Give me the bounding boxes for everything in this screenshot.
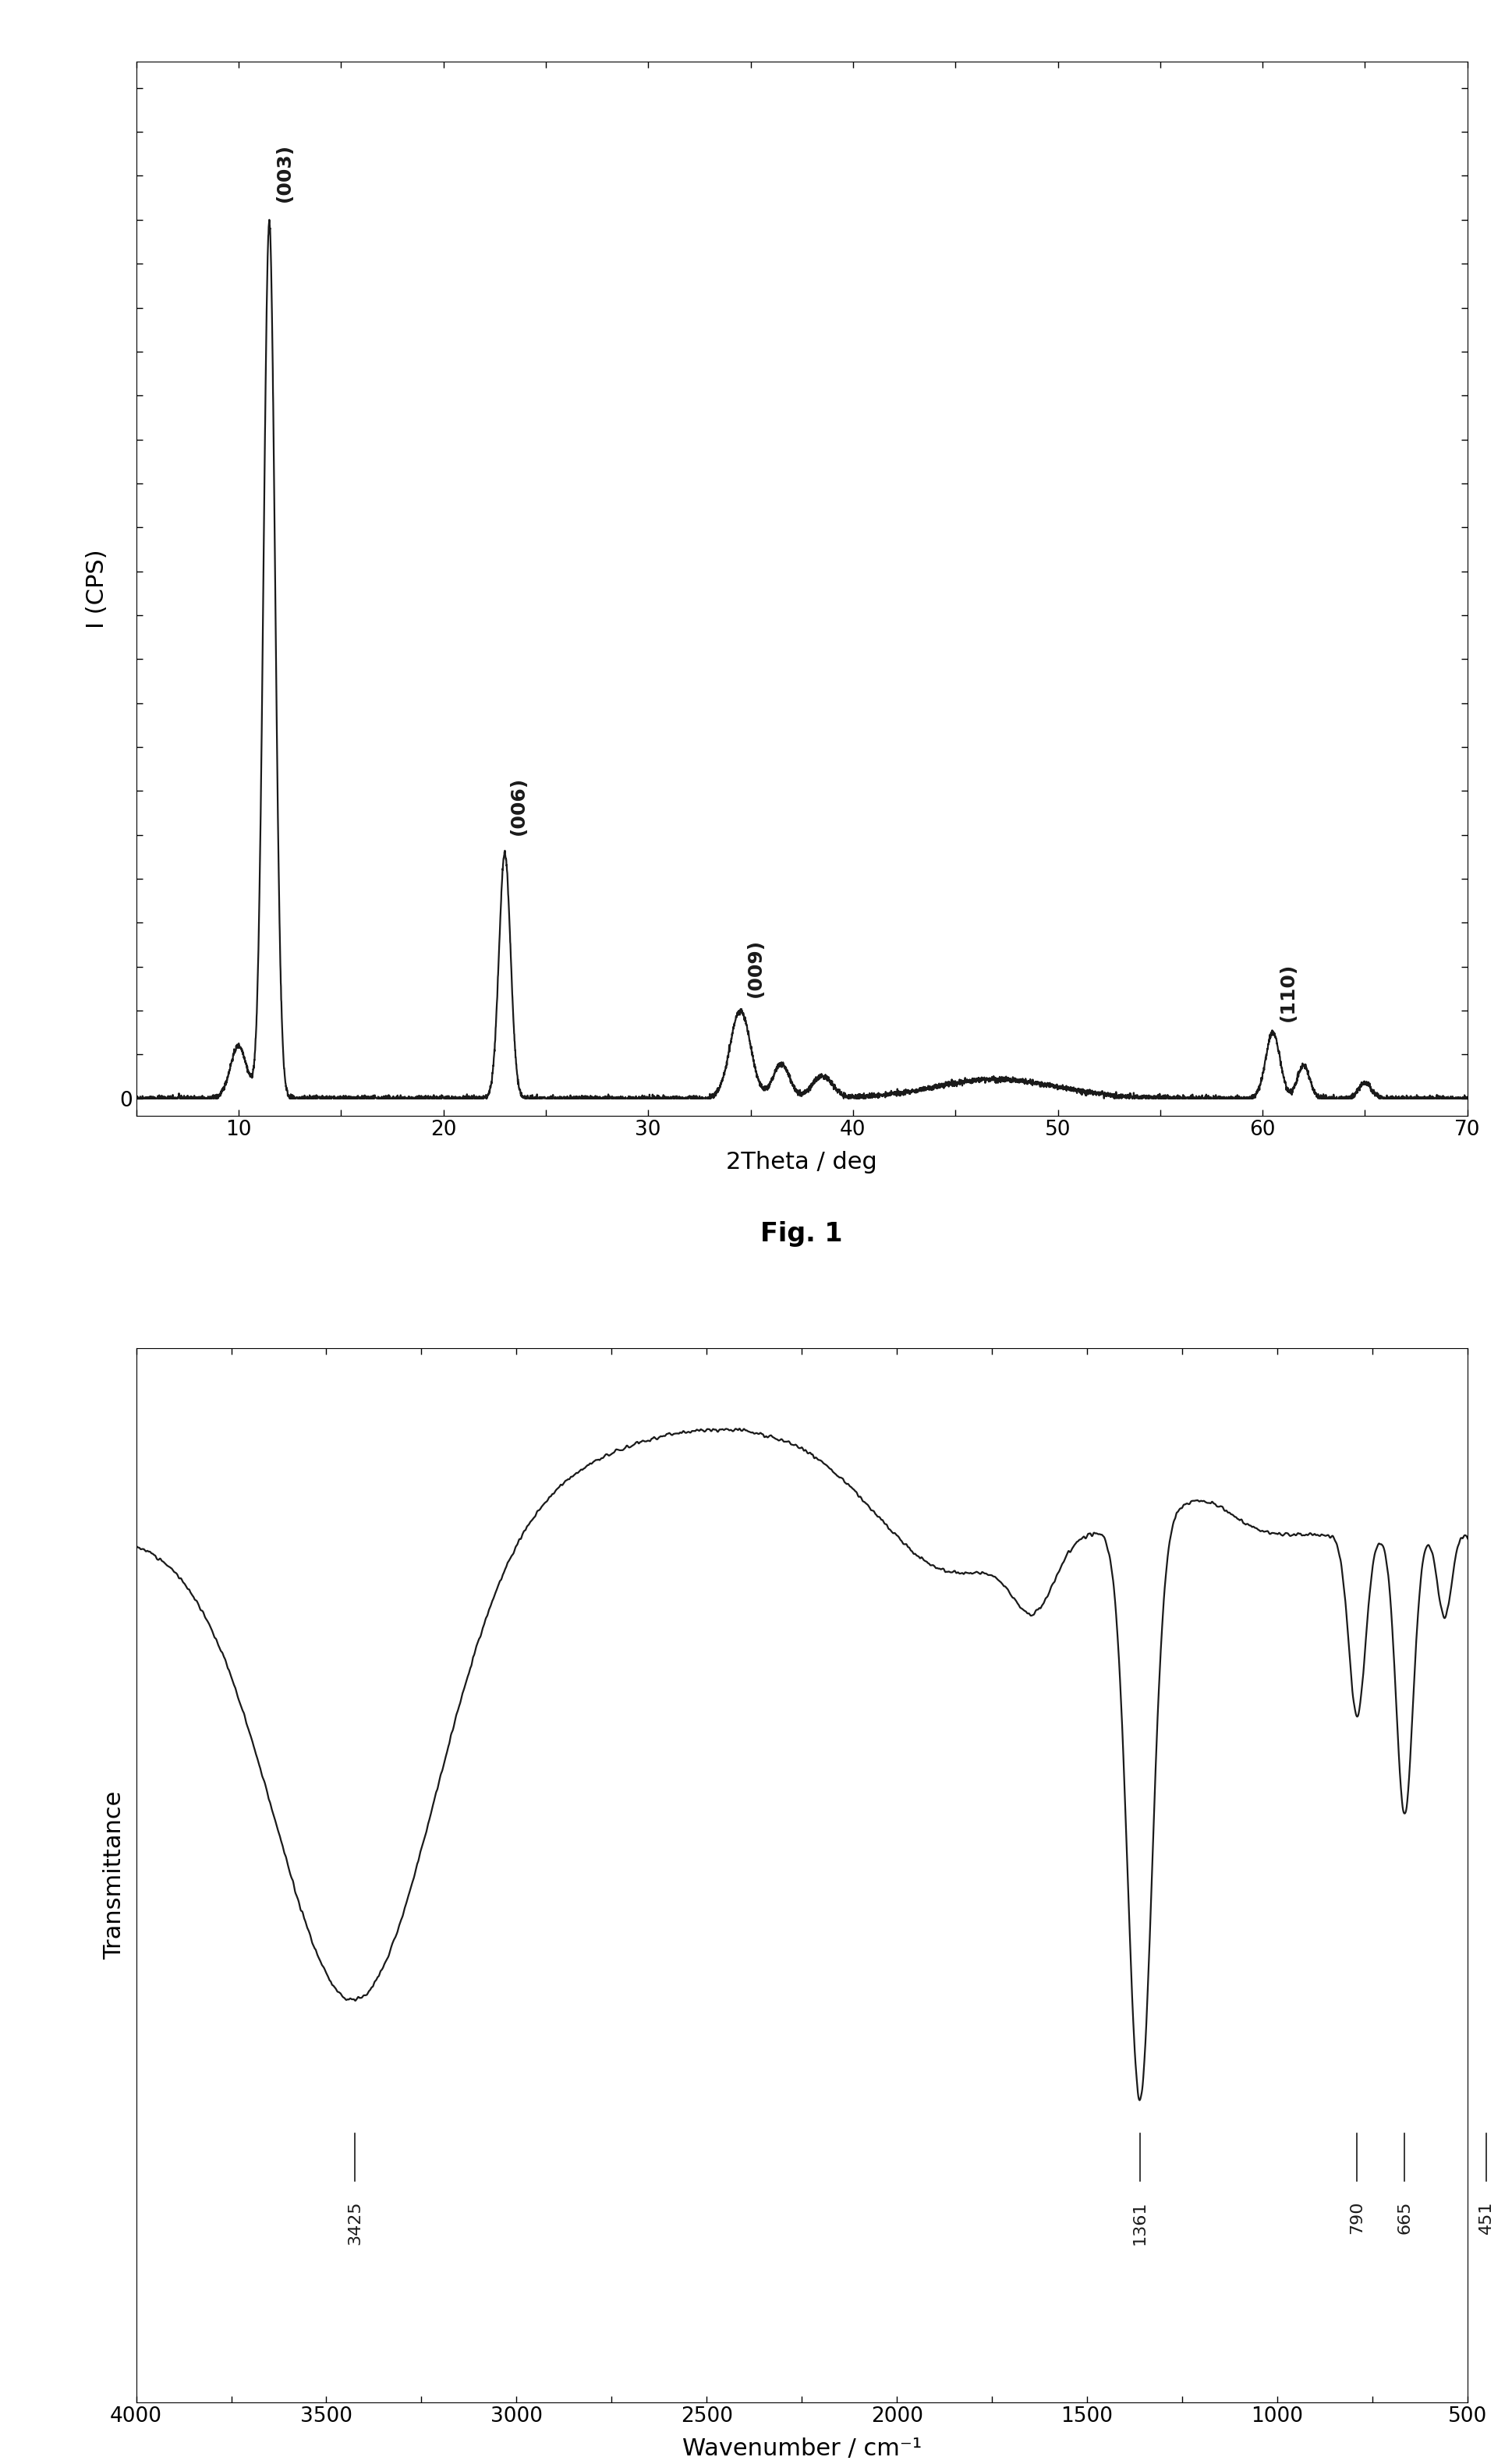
Y-axis label: I (CPS): I (CPS) bbox=[86, 549, 109, 628]
Y-axis label: Transmittance: Transmittance bbox=[103, 1791, 125, 1959]
Text: (110): (110) bbox=[1278, 963, 1297, 1020]
Text: (009): (009) bbox=[745, 939, 765, 998]
Text: 3425: 3425 bbox=[346, 2200, 363, 2245]
Text: 451: 451 bbox=[1477, 2200, 1492, 2235]
Text: 1361: 1361 bbox=[1131, 2200, 1148, 2245]
X-axis label: Wavenumber / cm⁻¹: Wavenumber / cm⁻¹ bbox=[682, 2437, 921, 2459]
Text: 665: 665 bbox=[1396, 2200, 1412, 2235]
Text: (006): (006) bbox=[508, 776, 528, 835]
X-axis label: 2Theta / deg: 2Theta / deg bbox=[726, 1151, 877, 1173]
Text: Fig. 1: Fig. 1 bbox=[761, 1222, 842, 1247]
Text: 790: 790 bbox=[1349, 2200, 1364, 2235]
Text: (003): (003) bbox=[275, 143, 293, 202]
